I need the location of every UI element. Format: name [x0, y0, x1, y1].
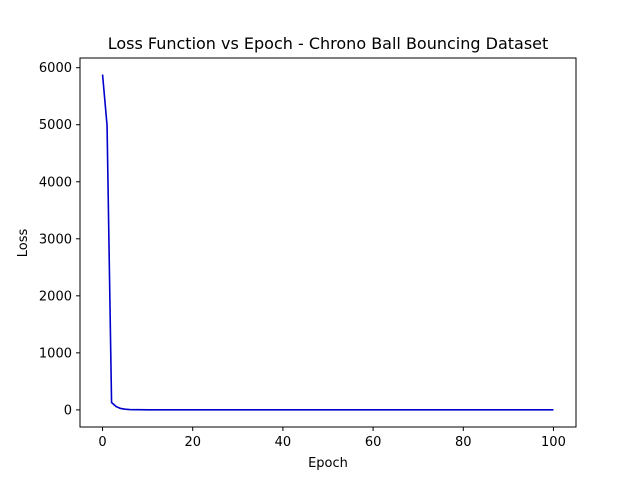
y-tick-label: 5000	[39, 118, 72, 133]
x-axis: 0 20 40 60 80 100	[98, 427, 566, 450]
series-line-0	[101, 74, 554, 411]
x-tick-label: 40	[275, 435, 292, 450]
series-layer	[101, 74, 554, 411]
x-tick-label: 100	[541, 435, 566, 450]
y-tick-label: 0	[64, 403, 72, 418]
x-tick-label: 0	[98, 435, 106, 450]
y-axis-label: Loss	[16, 229, 31, 258]
y-tick-label: 6000	[39, 61, 72, 76]
x-axis-label: Epoch	[308, 456, 348, 471]
x-tick-label: 20	[184, 435, 201, 450]
chart-title: Loss Function vs Epoch - Chrono Ball Bou…	[108, 34, 549, 53]
x-tick-label: 60	[365, 435, 382, 450]
y-tick-label: 1000	[39, 346, 72, 361]
y-tick-label: 3000	[39, 232, 72, 247]
x-tick-label: 80	[455, 435, 472, 450]
y-tick-label: 2000	[39, 289, 72, 304]
y-tick-label: 4000	[39, 175, 72, 190]
y-axis: 0 1000 2000 3000 4000 5000 6000	[39, 61, 80, 418]
plot-area-frame	[79, 57, 577, 428]
